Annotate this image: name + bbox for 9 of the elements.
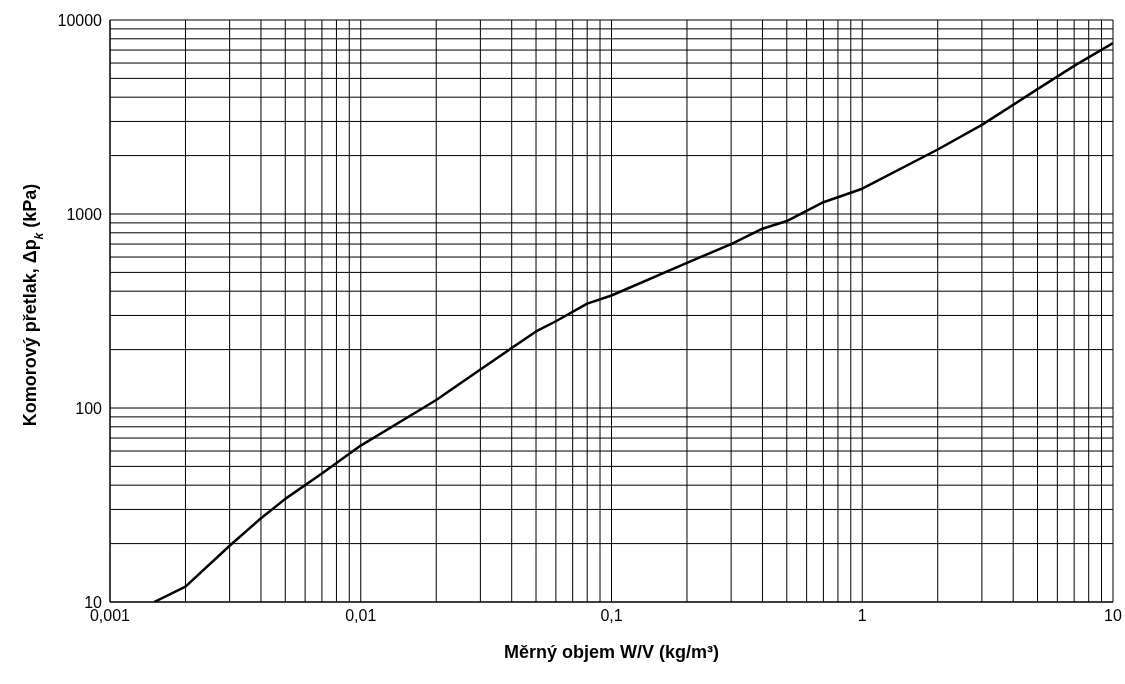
x-tick-label: 10 (1104, 607, 1122, 625)
x-tick-label: 0,001 (89, 607, 131, 625)
x-tick-label: 0,1 (600, 607, 623, 625)
x-tick-label: 0,01 (345, 607, 377, 625)
y-tick-label: 100 (75, 399, 103, 417)
x-tick-label: 1 (857, 607, 867, 625)
y-tick-label: 10000 (57, 11, 103, 29)
y-tick-label: 1000 (66, 205, 103, 223)
x-axis-title: Měrný objem W/V (kg/m³) (503, 642, 720, 662)
